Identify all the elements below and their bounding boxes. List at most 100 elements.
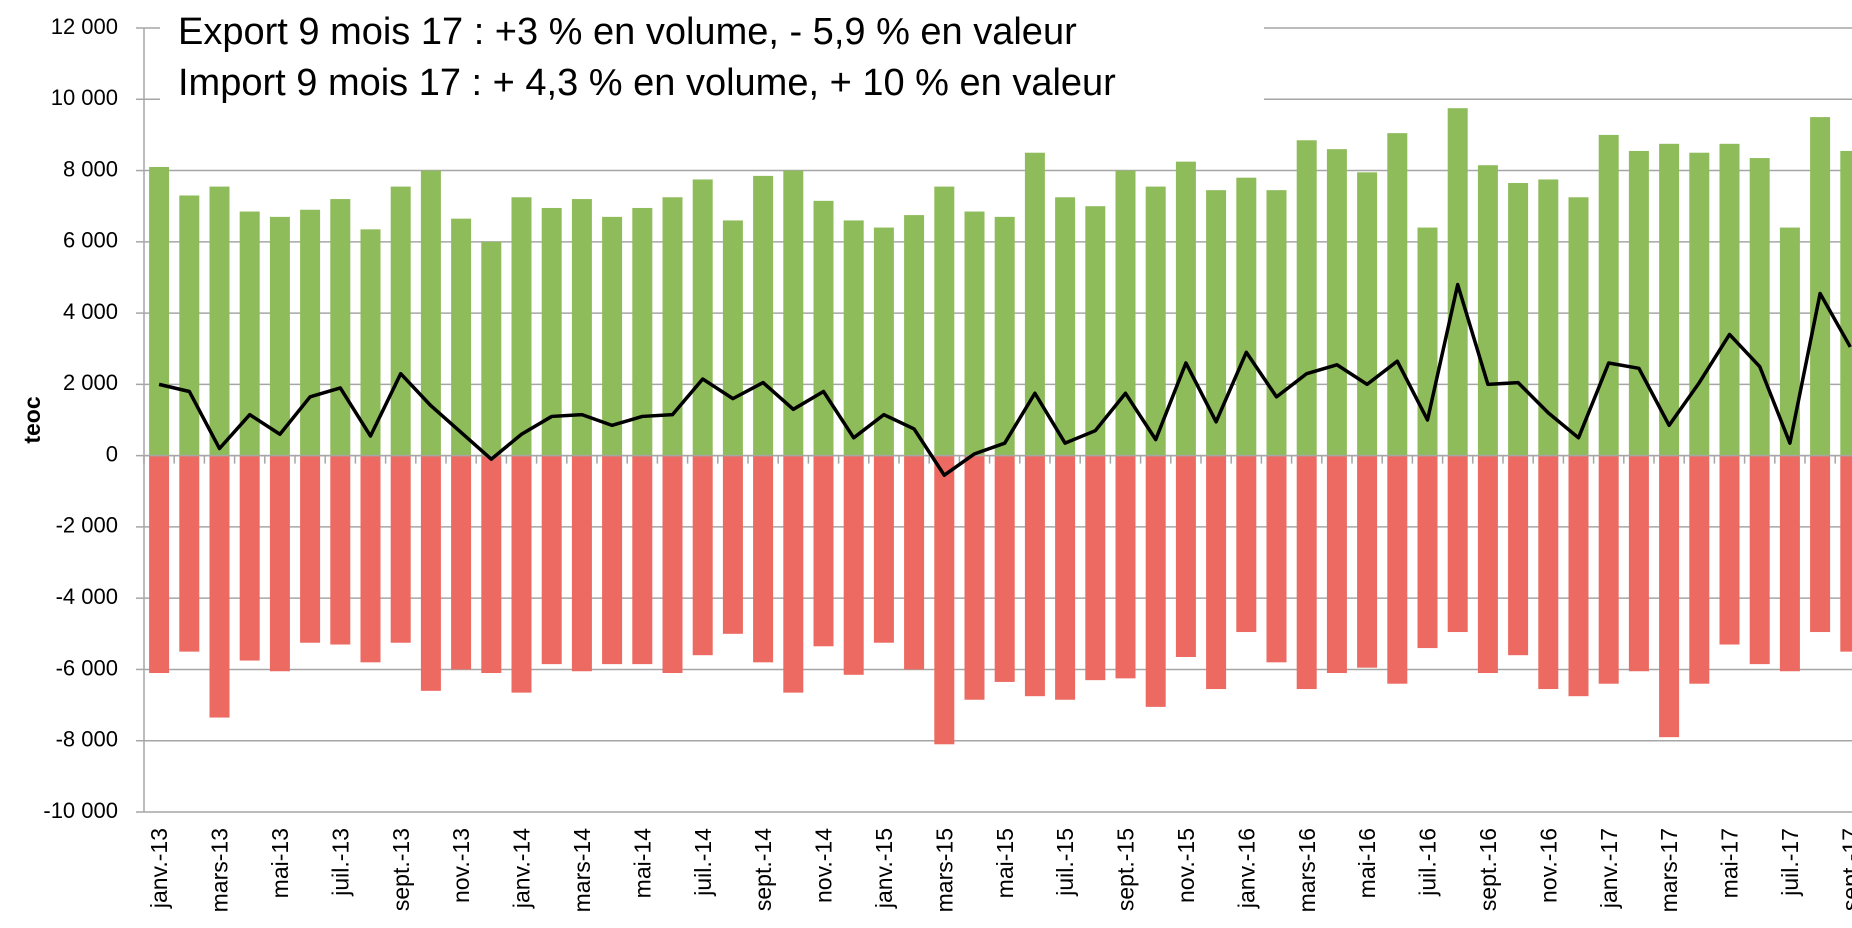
bar — [511, 455, 532, 693]
annotation: Import 9 mois 17 : + 4,3 % en volume, + … — [178, 62, 1116, 104]
bar — [722, 220, 743, 456]
bar — [1628, 150, 1649, 456]
bar — [843, 220, 864, 456]
bar — [1779, 227, 1800, 456]
bar — [753, 455, 774, 663]
x-tick-label: mai-17 — [1717, 828, 1743, 898]
y-tick-label: -8 000 — [56, 727, 118, 752]
balance-line — [158, 282, 1852, 477]
x-tick-label: nov.-13 — [448, 828, 474, 903]
bar — [360, 455, 381, 663]
y-tick-label: -10 000 — [43, 798, 118, 823]
bar — [300, 455, 321, 643]
bar — [692, 455, 713, 656]
bar — [1477, 455, 1498, 674]
bar — [1689, 152, 1710, 456]
bar — [1296, 455, 1317, 690]
bar — [239, 211, 260, 456]
bar — [904, 215, 925, 456]
x-tick-label: mars-17 — [1656, 828, 1682, 912]
bar — [1508, 455, 1529, 656]
x-tick-label: mars-13 — [207, 828, 233, 912]
y-tick-label: -6 000 — [56, 655, 118, 680]
bar — [934, 455, 955, 745]
bar — [179, 455, 200, 652]
bar — [1357, 455, 1378, 668]
x-tick-label: juil.-17 — [1777, 828, 1803, 897]
x-tick-label: juil.-14 — [690, 828, 716, 897]
bar — [602, 216, 623, 456]
bar — [269, 455, 290, 672]
bar — [813, 455, 834, 647]
bar — [873, 455, 894, 643]
x-tick-label: juil.-16 — [1415, 828, 1441, 897]
bar — [1568, 197, 1589, 456]
bar — [1024, 455, 1045, 697]
bar — [1810, 455, 1831, 633]
bar — [1024, 152, 1045, 456]
y-tick-label: 0 — [106, 441, 118, 466]
bar — [1659, 455, 1680, 738]
bar — [1719, 455, 1740, 645]
bar — [1508, 183, 1529, 456]
bar — [1115, 170, 1136, 456]
bar — [904, 455, 925, 670]
bar — [239, 455, 260, 661]
y-tick-label: 4 000 — [63, 299, 118, 324]
annotation-box — [160, 0, 1264, 118]
bar — [1719, 143, 1740, 456]
annotation: Export 9 mois 17 : +3 % en volume, - 5,9… — [178, 11, 1077, 53]
bar — [209, 186, 230, 456]
bar — [1417, 455, 1438, 649]
bar — [632, 207, 653, 456]
bar — [451, 218, 472, 456]
bar — [481, 455, 502, 674]
bar — [481, 241, 502, 456]
y-axis-label: teoc — [19, 396, 45, 444]
x-tick-label: mars-16 — [1294, 828, 1320, 912]
bar — [1326, 149, 1347, 456]
x-tick-label: janv.-14 — [509, 828, 535, 909]
bar — [330, 199, 351, 456]
x-tick-label: mars-14 — [569, 828, 595, 913]
bar — [632, 455, 653, 665]
bar — [1055, 197, 1076, 456]
x-tick-label: mai-13 — [267, 828, 293, 898]
x-tick-label: mai-16 — [1354, 828, 1380, 898]
bar — [1568, 455, 1589, 697]
bar — [1175, 161, 1196, 456]
x-tick-label: janv.-13 — [146, 828, 172, 909]
bar — [1236, 177, 1257, 456]
bar — [269, 216, 290, 456]
bar — [1357, 172, 1378, 456]
bar — [813, 200, 834, 456]
bar — [541, 207, 562, 456]
bar — [179, 195, 200, 456]
bar — [1598, 134, 1619, 456]
bar — [1085, 455, 1106, 681]
bar — [330, 455, 351, 645]
bar — [1055, 455, 1076, 700]
bar — [1749, 158, 1770, 456]
x-tick-label: sept.-13 — [388, 828, 414, 911]
bar — [390, 186, 411, 456]
bar — [964, 455, 985, 700]
x-tick-label: janv.-16 — [1233, 828, 1259, 909]
bar — [209, 455, 230, 718]
x-tick-label: juil.-15 — [1052, 828, 1078, 897]
bar — [994, 455, 1015, 682]
bar — [1538, 179, 1559, 456]
bar — [722, 455, 743, 634]
x-tick-label: mai-15 — [992, 828, 1018, 898]
y-tick-label: -4 000 — [56, 584, 118, 609]
x-tick-label: sept.-14 — [750, 828, 776, 911]
bar — [1840, 455, 1852, 652]
x-tick-label: mars-15 — [931, 828, 957, 912]
bar — [451, 455, 472, 670]
bar — [1749, 455, 1770, 665]
bar — [873, 227, 894, 456]
bar — [1236, 455, 1257, 633]
bar — [1477, 165, 1498, 456]
bar — [783, 455, 804, 693]
